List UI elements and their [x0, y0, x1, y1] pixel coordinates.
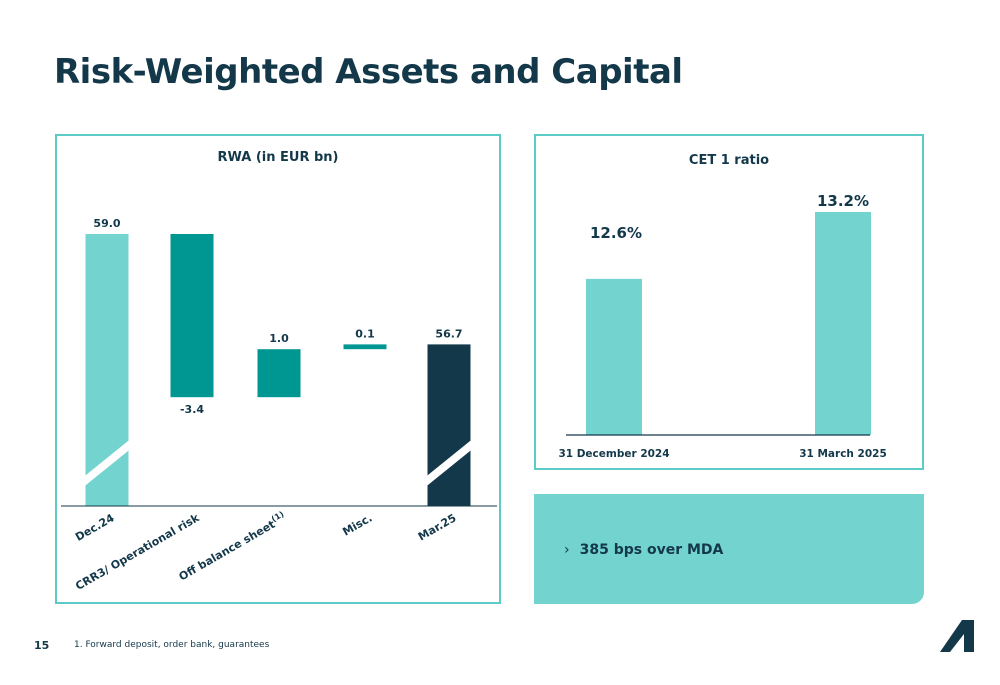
rwa-waterfall-chart: RWA (in EUR bn) 59.0 -3.4 1.0 0.1 56.7 Dec.2…	[61, 150, 497, 593]
footnote-marker: (1)	[270, 510, 286, 524]
rwa-chart-title: RWA (in EUR bn)	[217, 150, 338, 165]
rwa-value-label-1: -3.4	[180, 403, 204, 416]
rwa-bar-1	[170, 234, 214, 398]
rwa-value-label-4: 56.7	[435, 327, 462, 340]
company-logo-icon	[940, 620, 974, 652]
cet1-value-label-0: 12.6%	[590, 224, 642, 242]
footnote: 1. Forward deposit, order bank, guarante…	[74, 640, 270, 650]
cet1-chart-panel: CET 1 ratio 12.6% 31 December 2024 13.2% 31…	[534, 134, 924, 470]
axis-break-marker	[425, 439, 473, 487]
cet1-bar-1	[815, 212, 871, 435]
cet1-category-label-1: 31 March 2025	[799, 448, 887, 460]
rwa-value-label-0: 59.0	[93, 217, 120, 230]
rwa-category-label-4: Mar.25	[416, 511, 459, 543]
rwa-bar-2	[257, 349, 301, 398]
rwa-value-label-2: 1.0	[269, 332, 289, 345]
rwa-value-label-3: 0.1	[355, 327, 375, 340]
cet1-value-label-1: 13.2%	[817, 192, 869, 210]
chevron-right-icon: ›	[564, 542, 570, 558]
cet1-bar-0	[586, 278, 642, 435]
axis-break-marker	[83, 439, 131, 487]
cet1-ratio-chart: CET 1 ratio 12.6% 31 December 2024 13.2% 31…	[558, 153, 887, 460]
page-number: 15	[34, 639, 50, 652]
page-title: Risk-Weighted Assets and Capital	[54, 52, 683, 92]
rwa-chart-panel: RWA (in EUR bn) 59.0 -3.4 1.0 0.1 56.7 Dec.2…	[55, 134, 501, 604]
rwa-category-label-0: Dec.24	[73, 511, 117, 544]
cet1-category-label-0: 31 December 2024	[558, 448, 669, 460]
mda-text: 385 bps over MDA	[579, 542, 724, 558]
cet1-chart-title: CET 1 ratio	[689, 153, 769, 168]
mda-callout: › 385 bps over MDA	[534, 494, 924, 604]
rwa-bar-4	[427, 344, 471, 506]
mda-callout-text: › 385 bps over MDA	[564, 542, 723, 558]
rwa-category-label-3: Misc.	[340, 511, 374, 538]
rwa-bar-3	[343, 344, 387, 350]
